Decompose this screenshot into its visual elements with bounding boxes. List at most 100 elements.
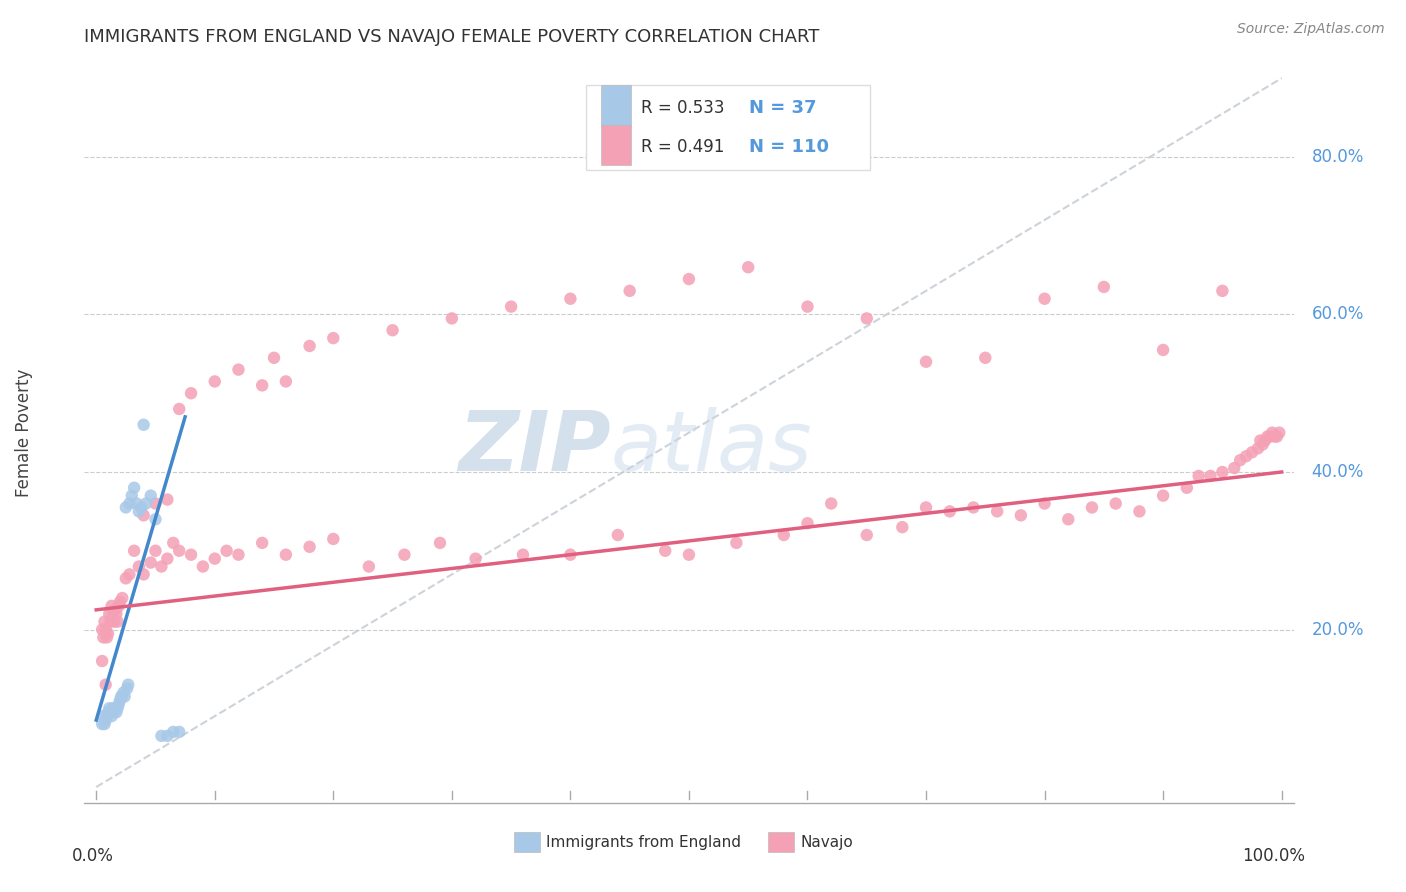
- Point: [105, 705, 128, 719]
- Point: [560, 548, 582, 562]
- Point: [1033, 292, 1056, 306]
- Point: [167, 402, 190, 417]
- Point: [725, 536, 748, 550]
- Bar: [768, 831, 794, 853]
- Point: [1261, 425, 1284, 440]
- Point: [986, 504, 1008, 518]
- Point: [322, 331, 344, 345]
- Point: [93, 615, 115, 629]
- Point: [1105, 496, 1128, 510]
- Point: [512, 548, 534, 562]
- Point: [108, 595, 131, 609]
- Point: [103, 615, 125, 629]
- Point: [110, 690, 132, 704]
- Point: [1268, 425, 1291, 440]
- Point: [1247, 442, 1270, 456]
- Point: [1092, 280, 1115, 294]
- Point: [128, 504, 150, 518]
- Text: 60.0%: 60.0%: [1312, 305, 1364, 324]
- Point: [111, 690, 134, 704]
- Point: [94, 623, 117, 637]
- Bar: [513, 831, 540, 853]
- Point: [1188, 469, 1211, 483]
- Point: [250, 378, 273, 392]
- Point: [167, 543, 190, 558]
- Point: [104, 701, 127, 715]
- Point: [94, 678, 117, 692]
- Bar: [600, 125, 631, 165]
- Point: [128, 559, 150, 574]
- Point: [156, 729, 179, 743]
- Point: [97, 626, 120, 640]
- Point: [162, 725, 184, 739]
- Point: [298, 339, 321, 353]
- Point: [139, 556, 162, 570]
- Point: [91, 631, 114, 645]
- Point: [1081, 500, 1104, 515]
- Point: [274, 548, 297, 562]
- Point: [145, 543, 167, 558]
- Point: [145, 496, 167, 510]
- Point: [215, 543, 238, 558]
- Point: [107, 599, 129, 613]
- Point: [125, 496, 148, 510]
- Point: [560, 292, 582, 306]
- Point: [228, 548, 250, 562]
- Point: [129, 500, 152, 515]
- Point: [820, 496, 842, 510]
- Point: [915, 355, 938, 369]
- Text: 100.0%: 100.0%: [1243, 847, 1306, 865]
- Point: [1265, 429, 1288, 443]
- Point: [606, 528, 628, 542]
- Point: [381, 323, 404, 337]
- Point: [115, 500, 138, 515]
- Point: [357, 559, 380, 574]
- Point: [394, 548, 416, 562]
- Point: [132, 417, 155, 432]
- Point: [1057, 512, 1080, 526]
- Point: [122, 543, 145, 558]
- Point: [108, 693, 131, 707]
- Point: [1010, 508, 1032, 523]
- Point: [96, 709, 118, 723]
- Text: Female Poverty: Female Poverty: [15, 368, 32, 497]
- Point: [132, 567, 155, 582]
- Point: [118, 496, 141, 510]
- Point: [1175, 481, 1198, 495]
- Point: [737, 260, 759, 275]
- Point: [96, 631, 118, 645]
- Text: atlas: atlas: [610, 407, 813, 488]
- Point: [1240, 445, 1263, 459]
- Point: [115, 571, 138, 585]
- Point: [1152, 343, 1174, 357]
- Point: [98, 607, 121, 621]
- Point: [501, 300, 523, 314]
- Point: [105, 607, 128, 621]
- Text: ZIP: ZIP: [458, 407, 610, 488]
- Point: [121, 489, 143, 503]
- Point: [93, 717, 115, 731]
- Point: [117, 678, 139, 692]
- Point: [891, 520, 914, 534]
- Point: [974, 351, 997, 365]
- Text: 20.0%: 20.0%: [1312, 621, 1364, 639]
- Point: [180, 386, 202, 401]
- Point: [162, 536, 184, 550]
- Point: [1251, 437, 1274, 451]
- Point: [145, 512, 167, 526]
- Point: [429, 536, 451, 550]
- Point: [91, 717, 114, 731]
- Point: [107, 698, 129, 712]
- Point: [91, 623, 114, 637]
- Point: [915, 500, 938, 515]
- Point: [1033, 496, 1056, 510]
- Point: [100, 599, 122, 613]
- Point: [101, 607, 124, 621]
- Point: [1234, 449, 1257, 463]
- Point: [100, 705, 122, 719]
- Point: [97, 705, 120, 719]
- Point: [204, 375, 226, 389]
- Point: [938, 504, 960, 518]
- Point: [1152, 489, 1174, 503]
- Point: [1199, 469, 1222, 483]
